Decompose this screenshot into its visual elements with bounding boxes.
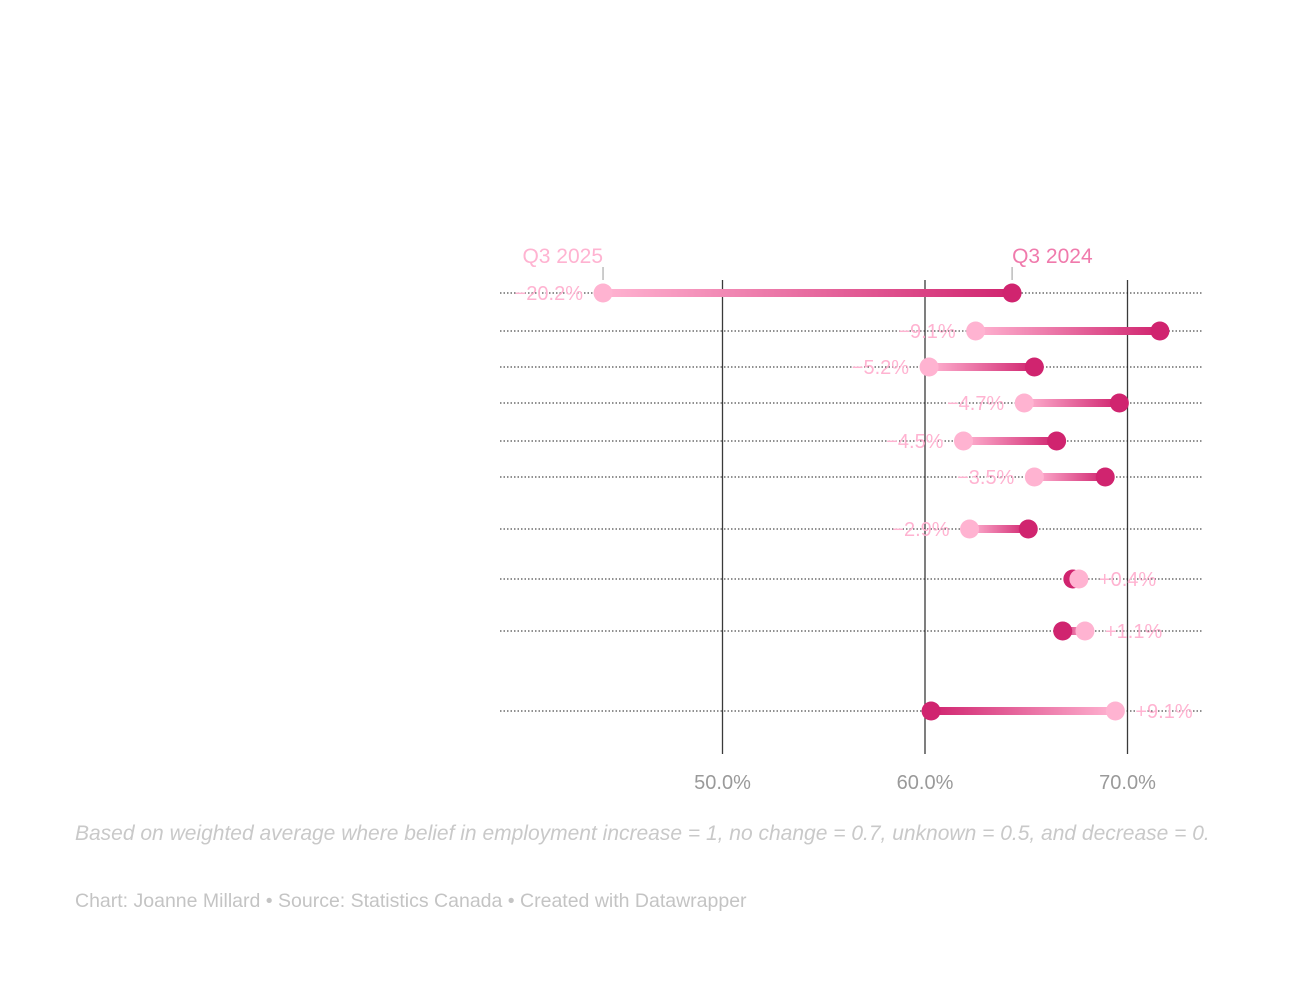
legend-q3-2024: Q3 2024 [1012, 245, 1093, 268]
dot-q3-2024 [1150, 321, 1170, 341]
x-axis: 50.0% 60.0% 70.0% [694, 772, 1156, 794]
dot-q3-2025 [1014, 393, 1034, 413]
dot-q3-2025 [919, 357, 939, 377]
change-label: +1.1% [1105, 621, 1162, 643]
dot-q3-2025 [960, 519, 980, 539]
change-label: −20.2% [515, 283, 584, 305]
change-label: −9.1% [898, 321, 955, 343]
change-label: −4.5% [886, 431, 943, 453]
dot-q3-2024 [1053, 621, 1073, 641]
dot-q3-2024 [1109, 393, 1129, 413]
chart-byline: Chart: Joanne Millard • Source: Statisti… [75, 890, 747, 912]
dot-q3-2025 [953, 431, 973, 451]
dot-q3-2024 [1018, 519, 1038, 539]
x-tick-label: 50.0% [694, 772, 751, 794]
x-tick-label: 70.0% [1099, 772, 1156, 794]
data-points [593, 283, 1170, 721]
dot-q3-2024 [1024, 357, 1044, 377]
dot-q3-2025 [1024, 467, 1044, 487]
dot-q3-2024 [921, 701, 941, 721]
change-label: −3.5% [957, 467, 1014, 489]
dot-q3-2025 [1075, 621, 1095, 641]
row-lines [500, 292, 1202, 712]
dot-q3-2025 [1105, 701, 1125, 721]
change-label: −4.7% [947, 393, 1004, 415]
dot-q3-2025 [593, 283, 613, 303]
dot-q3-2024 [1002, 283, 1022, 303]
gridlines [721, 280, 1129, 754]
legend-q3-2025: Q3 2025 [522, 245, 603, 268]
dot-q3-2024 [1047, 431, 1067, 451]
dot-q3-2025 [1069, 569, 1089, 589]
x-tick-label: 60.0% [897, 772, 954, 794]
change-label: −2.9% [892, 519, 949, 541]
legend: Q3 2025 Q3 2024 [522, 245, 1093, 280]
change-label: +9.1% [1135, 701, 1192, 723]
change-labels: −20.2% −9.1% −5.2% −4.7%−4.5% −3.5% −2.9% +0.4… [515, 283, 1193, 723]
change-label: +0.4% [1099, 569, 1156, 591]
change-label: −5.2% [852, 357, 909, 379]
dot-q3-2024 [1095, 467, 1115, 487]
dot-q3-2025 [966, 321, 986, 341]
range-bars [603, 289, 1160, 715]
chart-notes: Based on weighted average where belief i… [75, 822, 1210, 845]
